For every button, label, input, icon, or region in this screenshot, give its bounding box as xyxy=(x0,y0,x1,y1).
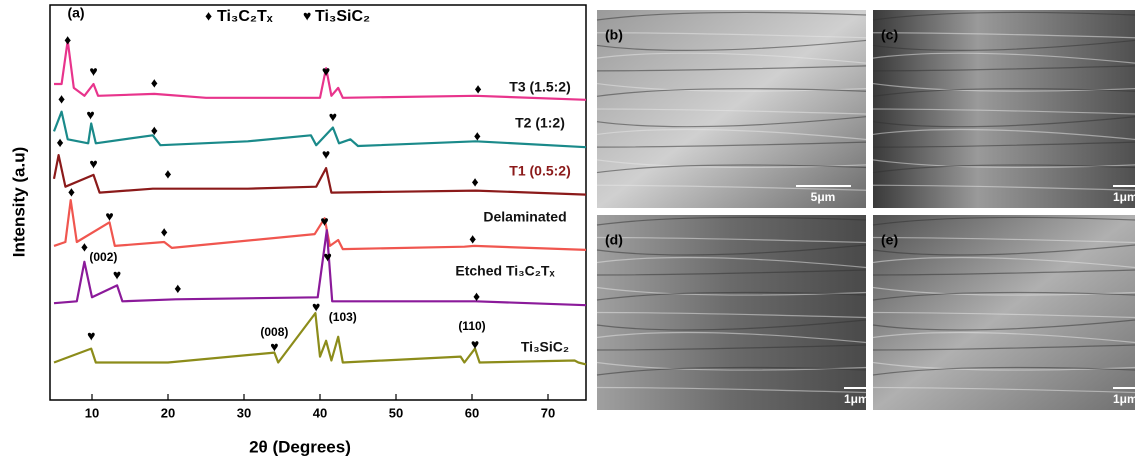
sem-images: (b) 5μm (c) 1μm (d) 1μm (e) 1μm xyxy=(597,10,1135,410)
xrd-curve xyxy=(54,41,586,100)
peak-marker: ♥ xyxy=(322,63,330,79)
scale-label: 1μm xyxy=(844,392,869,406)
scale-label: 5μm xyxy=(811,190,836,204)
legend-label: Ti₃C₂Tₓ xyxy=(217,8,273,25)
peak-marker: ♦ xyxy=(151,75,158,91)
x-tick-label: 70 xyxy=(541,405,555,420)
peak-marker: ♥ xyxy=(270,339,278,355)
peak-marker: ♦ xyxy=(58,91,65,107)
peak-marker: ♦ xyxy=(81,239,88,255)
scale-label: 1μm xyxy=(1113,392,1135,406)
peak-marker: ♥ xyxy=(312,299,320,315)
image-label: (e) xyxy=(881,232,898,248)
legend-symbol: ♥ xyxy=(303,8,311,24)
peak-marker: ♥ xyxy=(322,146,330,162)
y-axis-label: Intensity (a.u) xyxy=(9,147,28,258)
peak-annotation: (008) xyxy=(260,325,288,339)
page: 2θ (Degrees) Intensity (a.u) (a) (b)5μm(… xyxy=(0,0,1135,463)
peak-annotation: (110) xyxy=(458,319,485,333)
series-label: Etched Ti₃C₂Tₓ xyxy=(455,263,555,279)
x-axis-label: 2θ (Degrees) xyxy=(249,437,351,456)
image-label: (c) xyxy=(881,27,898,43)
scale-label: 1μm xyxy=(1113,190,1135,204)
peak-annotation: (002) xyxy=(89,250,117,264)
series-label: T2 (1:2) xyxy=(515,115,565,131)
peak-marker: ♥ xyxy=(320,213,328,229)
image-label: (b) xyxy=(605,27,623,43)
x-tick-label: 50 xyxy=(389,405,403,420)
xrd-curve xyxy=(54,155,586,195)
peak-marker: ♦ xyxy=(473,288,480,304)
peak-marker: ♥ xyxy=(86,106,94,122)
series-label: T3 (1.5:2) xyxy=(509,79,570,95)
x-tick-label: 10 xyxy=(85,405,99,420)
peak-marker: ♦ xyxy=(174,280,181,296)
series-label: Ti₃SiC₂ xyxy=(521,339,569,355)
x-tick-label: 40 xyxy=(313,405,327,420)
legend-symbol: ♦ xyxy=(205,8,212,24)
peak-annotation: (103) xyxy=(329,310,357,324)
figure: 2θ (Degrees) Intensity (a.u) (a) (b)5μm(… xyxy=(0,0,1135,458)
series-label: T1 (0.5:2) xyxy=(509,163,570,179)
peak-marker: ♥ xyxy=(329,109,337,125)
xrd-curve xyxy=(54,313,586,364)
peak-marker: ♦ xyxy=(471,173,478,189)
peak-marker: ♥ xyxy=(323,249,331,265)
peak-marker: ♦ xyxy=(161,224,168,240)
x-tick-label: 60 xyxy=(465,405,479,420)
peak-marker: ♦ xyxy=(64,31,71,47)
panel-label: (a) xyxy=(67,5,84,21)
peak-marker: ♥ xyxy=(89,156,97,172)
peak-marker: ♦ xyxy=(68,184,75,200)
peak-marker: ♥ xyxy=(89,63,97,79)
legend-label: Ti₃SiC₂ xyxy=(315,8,370,25)
peak-marker: ♦ xyxy=(474,128,481,144)
xrd-curve xyxy=(54,112,586,148)
series-label: Delaminated xyxy=(483,209,566,225)
peak-marker: ♦ xyxy=(469,231,476,247)
peak-marker: ♦ xyxy=(475,81,482,97)
x-tick-label: 20 xyxy=(161,405,175,420)
image-label: (d) xyxy=(605,232,623,248)
peak-marker: ♥ xyxy=(113,267,121,283)
x-tick-label: 30 xyxy=(237,405,251,420)
peak-marker: ♦ xyxy=(164,166,171,182)
peak-marker: ♦ xyxy=(57,134,64,150)
peak-marker: ♦ xyxy=(151,122,158,138)
peak-marker: ♥ xyxy=(105,208,113,224)
peak-marker: ♥ xyxy=(471,336,479,352)
peak-marker: ♥ xyxy=(87,328,95,344)
